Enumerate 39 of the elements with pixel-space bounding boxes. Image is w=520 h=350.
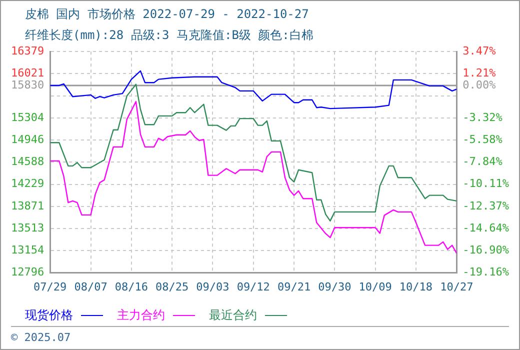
legend-label: 最近合约 [209,307,258,324]
y-tick-label: 13871 [10,199,44,212]
y-tick-label: 14588 [10,155,44,168]
y2-tick-label: -14.64% [462,221,510,234]
x-tick-label: 10/27 [440,280,474,294]
chart-title: 皮棉 国内 市场价格 2022-07-29 - 2022-10-27 [25,6,309,23]
y2-tick-label: -5.58% [462,132,503,146]
x-tick-label: 09/21 [277,280,311,294]
y2-tick-label: -19.16% [462,266,510,279]
y2-tick-label: 0.00% [462,78,496,92]
y2-tick-label: 3.47% [462,44,496,58]
y-tick-label: 15830 [10,78,44,92]
legend-label: 现货价格 [25,307,74,324]
y-tick-label: 12796 [10,266,44,279]
y2-tick-label: 1.21% [462,66,496,80]
y2-tick-label: -7.84% [462,155,503,168]
text: © 2025.07 [11,331,71,344]
x-tick-label: 10/18 [399,280,433,294]
y2-tick-label: -3.32% [462,110,503,124]
x-tick-label: 08/07 [74,280,108,294]
x-tick-label: 09/03 [196,280,230,294]
x-tick-label: 08/25 [156,280,189,294]
legend-label: 主力合约 [117,307,166,324]
y2-tick-label: -10.11% [462,177,510,190]
x-tick-label: 10/09 [358,280,392,294]
y-tick-label: 16379 [10,44,44,58]
x-tick-label: 09/12 [236,280,270,294]
y-tick-label: 13154 [10,244,44,257]
y-tick-label: 13513 [10,221,44,234]
y2-tick-label: -16.90% [462,244,510,257]
y-tick-label: 14946 [10,132,44,146]
y2-tick-label: -12.37% [462,199,510,212]
x-tick-label: 08/16 [114,280,148,294]
y-tick-label: 14229 [10,177,44,190]
chart-subtitle: 纤维长度(mm):28 品级:3 马克隆值:B级 颜色:白棉 [25,27,314,44]
y-tick-label: 16021 [10,66,44,80]
x-tick-label: 09/30 [318,280,352,294]
y-tick-label: 15304 [10,110,44,124]
x-tick-label: 07/29 [34,280,67,294]
